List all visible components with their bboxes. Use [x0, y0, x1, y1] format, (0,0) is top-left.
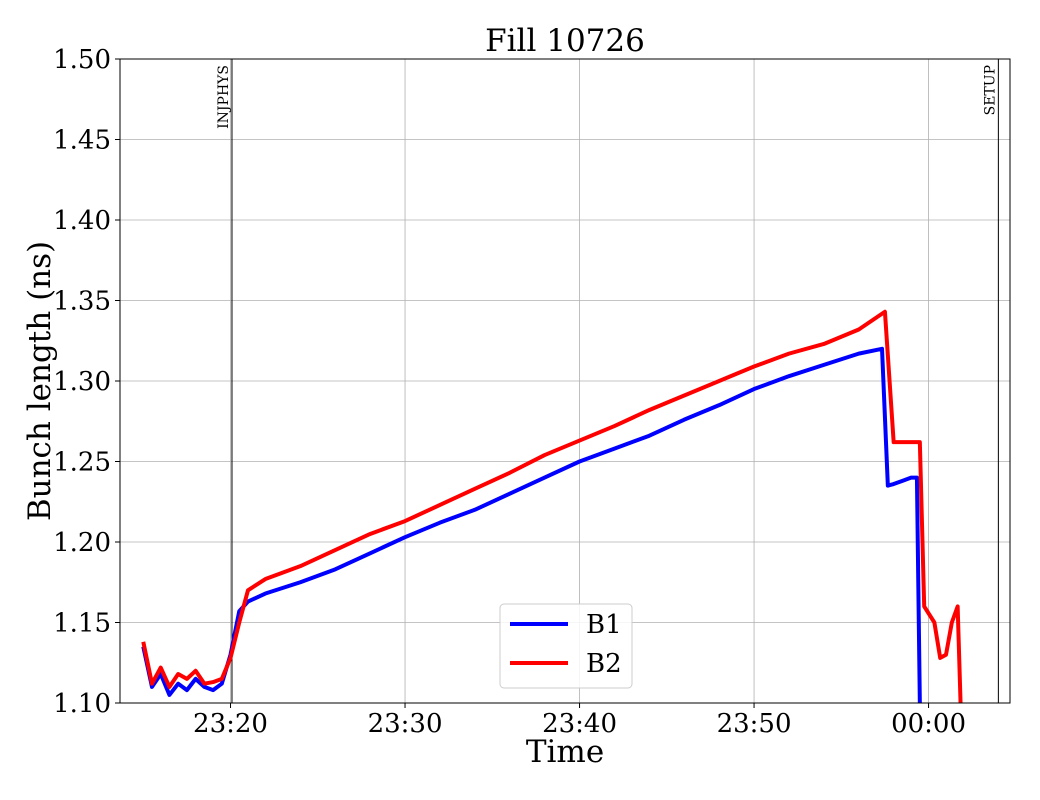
event-marker-label: INJPHYS	[216, 65, 232, 129]
y-tick-label: 1.10	[53, 689, 111, 719]
chart-title: Fill 10726	[485, 23, 645, 59]
x-tick-label: 00:00	[891, 709, 966, 739]
x-tick-label: 23:40	[542, 709, 617, 739]
y-tick-label: 1.15	[53, 609, 111, 639]
x-tick-label: 23:50	[717, 709, 792, 739]
event-marker-label: SETUP	[982, 65, 998, 115]
series-line-b1	[141, 346, 922, 703]
series-line-b2	[141, 309, 963, 703]
y-tick-label: 1.25	[53, 448, 111, 478]
x-tick-label: 23:20	[193, 709, 268, 739]
y-tick-label: 1.20	[53, 528, 111, 558]
series-lines	[141, 309, 963, 703]
y-tick-label: 1.30	[53, 367, 111, 397]
legend-label-b2: B2	[586, 649, 622, 679]
axis-ticks: 23:20 23:30 23:40 23:50 00:00 1.10 1.15 1.20 1.2…	[53, 45, 966, 739]
y-tick-label: 1.40	[53, 206, 111, 236]
x-axis-label: Time	[526, 734, 604, 770]
y-axis-label: Bunch length (ns)	[22, 241, 58, 521]
legend-label-b1: B1	[586, 610, 622, 640]
y-tick-label: 1.50	[53, 45, 111, 75]
x-tick-label: 23:30	[368, 709, 443, 739]
event-markers: INJPHYS SETUP	[216, 59, 999, 703]
y-tick-label: 1.35	[53, 287, 111, 317]
y-tick-label: 1.45	[53, 126, 111, 156]
